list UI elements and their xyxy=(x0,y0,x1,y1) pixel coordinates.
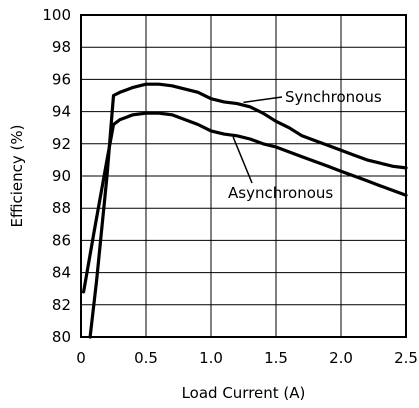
y-tick-label-3: 86 xyxy=(52,231,71,249)
x-tick-label-1: 0.5 xyxy=(134,349,158,367)
y-tick-label-0: 80 xyxy=(52,328,71,346)
x-tick-label-2: 1.0 xyxy=(199,349,223,367)
y-tick-label-1: 82 xyxy=(52,296,71,314)
series-line-asynchronous xyxy=(82,111,408,294)
leader-line-asynchronous xyxy=(232,136,253,184)
series-group xyxy=(82,82,408,339)
y-tick-label-5: 90 xyxy=(52,167,71,185)
y-tick-label-8: 96 xyxy=(52,70,71,88)
y-tick-label-6: 92 xyxy=(52,135,71,153)
y-axis-title: Efficiency (%) xyxy=(8,125,26,228)
annotations: Synchronous Asynchronous xyxy=(228,88,382,202)
annotation-synchronous: Synchronous xyxy=(285,88,382,106)
plot-frame xyxy=(80,14,407,338)
annotation-asynchronous: Asynchronous xyxy=(228,184,333,202)
x-tick-label-4: 2.0 xyxy=(329,349,353,367)
y-tick-label-4: 88 xyxy=(52,199,71,217)
x-tick-label-5: 2.5 xyxy=(394,349,418,367)
y-tick-label-2: 84 xyxy=(52,264,71,282)
y-tick-label-10: 100 xyxy=(42,6,71,24)
x-tick-label-0: 0 xyxy=(76,349,86,367)
leader-line-synchronous xyxy=(243,96,283,104)
x-tick-label-3: 1.5 xyxy=(264,349,288,367)
series-line-synchronous xyxy=(88,82,408,339)
x-axis-title: Load Current (A) xyxy=(182,384,306,402)
y-tick-label-7: 94 xyxy=(52,103,71,121)
tick-labels: 0 0.5 1.0 1.5 2.0 2.5 80 82 84 86 88 90 92 94 96 98 100 xyxy=(42,6,418,367)
y-tick-label-9: 98 xyxy=(52,38,71,56)
